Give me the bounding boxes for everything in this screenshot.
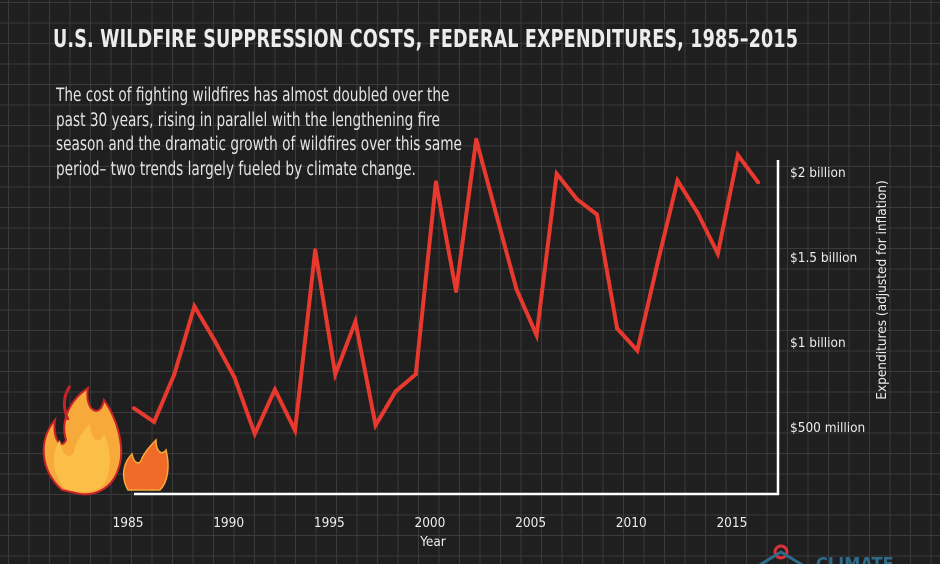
data-point-2004 [514,287,519,292]
flame-icon [42,385,169,496]
data-point-1987 [172,372,177,377]
data-point-1992 [272,387,277,392]
x-tick-label: 2015 [716,515,747,531]
data-point-1990 [232,375,237,380]
data-point-2003 [494,212,499,217]
data-point-2001 [454,289,459,293]
y-tick-label: $2 billion [790,165,846,181]
data-point-2007 [574,197,579,202]
logo: CLIMATE [758,544,894,564]
data-point-1988 [192,304,197,309]
x-axis-label: Year [419,534,446,550]
data-point-2015 [735,153,740,157]
data-point-1993 [293,428,298,433]
logo-text: CLIMATE [816,554,894,564]
data-point-1994 [313,248,318,253]
data-point-2009 [615,326,620,331]
data-point-1986 [152,419,157,424]
y-axis-label: Expenditures (adjusted for inflation) [874,180,890,399]
data-point-2006 [554,171,559,176]
data-point-2013 [695,210,700,215]
x-tick-label: 1985 [113,515,144,531]
data-point-1997 [373,423,378,428]
data-point-1989 [212,338,217,343]
x-tick-label: 1995 [314,515,345,531]
x-tick-label: 2000 [414,515,445,531]
x-tick-label: 2010 [616,515,647,531]
data-point-2002 [474,137,479,142]
y-tick-label: $1 billion [790,335,846,351]
data-point-1985 [132,406,136,411]
data-point-2011 [655,261,660,266]
x-tick-label: 2005 [515,515,546,531]
data-point-2008 [594,212,599,217]
x-tick-label: 1990 [213,515,244,531]
data-point-1998 [393,389,398,394]
y-tick-label: $1.5 billion [790,250,857,266]
data-point-2014 [715,251,720,256]
data-point-1995 [333,372,338,377]
data-point-1999 [413,372,418,377]
data-point-2012 [675,178,680,183]
data-point-1991 [252,431,257,436]
data-point-2010 [635,348,640,353]
series-line [132,139,760,440]
y-tick-label: $500 million [790,420,865,436]
chart-subtitle: The cost of fighting wildfires has almos… [56,85,462,180]
data-point-1996 [353,319,358,324]
chart-title: U.S. WILDFIRE SUPPRESSION COSTS, FEDERAL… [53,24,799,53]
data-point-2005 [534,333,539,338]
data-point-2000 [433,180,438,185]
data-point-2016 [756,180,761,185]
